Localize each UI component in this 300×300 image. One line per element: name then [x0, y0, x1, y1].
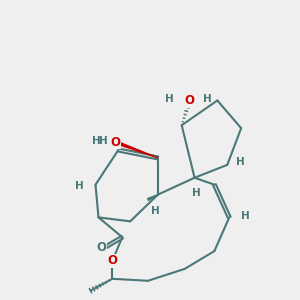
Text: O: O — [96, 241, 106, 254]
Polygon shape — [115, 141, 158, 158]
Text: H: H — [99, 136, 108, 146]
Text: H: H — [92, 136, 101, 146]
Text: H: H — [203, 94, 212, 104]
Polygon shape — [148, 195, 158, 200]
Text: H: H — [76, 181, 84, 191]
Text: O: O — [110, 136, 120, 148]
Text: H: H — [236, 157, 245, 167]
Text: H: H — [151, 206, 159, 216]
Text: H: H — [165, 94, 174, 104]
Text: O: O — [107, 254, 117, 268]
Text: H: H — [192, 188, 200, 198]
Text: O: O — [184, 94, 195, 107]
Text: H: H — [241, 211, 249, 221]
